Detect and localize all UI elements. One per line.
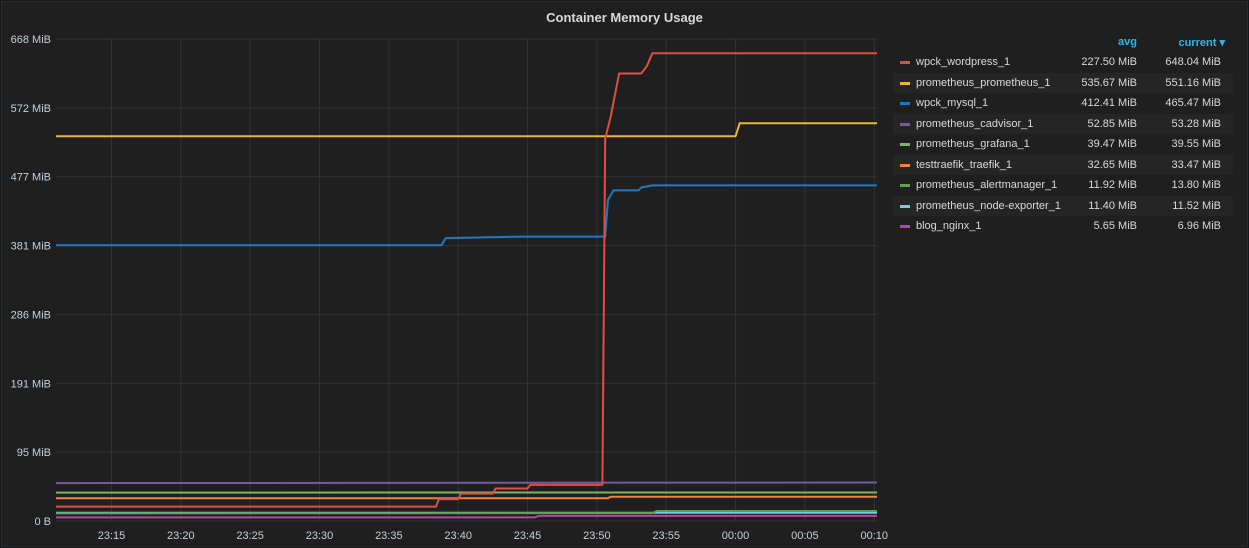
legend-avg-value: 227.50 MiB [1081, 56, 1137, 68]
sort-avg-header[interactable]: avg [1118, 36, 1137, 48]
legend-color-swatch[interactable] [900, 143, 910, 146]
legend-color-swatch[interactable] [900, 184, 910, 187]
legend-series-name[interactable]: prometheus_alertmanager_1 [916, 179, 1058, 191]
legend-avg-value: 5.65 MiB [1093, 220, 1137, 232]
legend-current-value: 33.47 MiB [1171, 158, 1221, 171]
legend-item[interactable]: prometheus_grafana_1 39.47 MiB 39.55 MiB [893, 134, 1233, 155]
series-line-prometheus_prometheus_1[interactable] [56, 122, 877, 138]
y-tick-label: 572 MiB [11, 103, 51, 115]
series-line-wpck_wordpress_1[interactable] [56, 52, 877, 508]
legend-color-swatch[interactable] [900, 61, 910, 64]
legend-current-value: 39.55 MiB [1171, 138, 1221, 150]
legend-header: avg current ▾ [893, 36, 1233, 52]
legend-color-swatch[interactable] [900, 225, 910, 228]
x-tick-label: 23:15 [98, 530, 126, 542]
x-tick-label: 00:05 [791, 530, 819, 542]
legend-avg-value: 52.85 MiB [1087, 117, 1137, 130]
legend-avg-value: 39.47 MiB [1087, 138, 1137, 150]
y-tick-label: 0 B [34, 516, 51, 528]
y-tick-label: 286 MiB [11, 309, 51, 321]
legend-current-value: 465.47 MiB [1165, 97, 1221, 109]
x-tick-label: 23:45 [514, 530, 542, 542]
legend-current-value: 53.28 MiB [1171, 117, 1221, 130]
legend-color-swatch[interactable] [900, 102, 910, 105]
legend-item[interactable]: blog_nginx_1 5.65 MiB 6.96 MiB [893, 216, 1233, 237]
legend-series-name[interactable]: wpck_mysql_1 [916, 97, 989, 109]
legend-avg-value: 412.41 MiB [1081, 97, 1137, 109]
legend-item[interactable]: prometheus_alertmanager_1 11.92 MiB 13.80 … [893, 175, 1233, 196]
legend-color-swatch[interactable] [900, 122, 910, 126]
series-line-prometheus_alertmanager_1[interactable] [55, 510, 877, 515]
legend-avg-value: 11.92 MiB [1088, 179, 1137, 191]
panel-title[interactable]: Container Memory Usage [546, 10, 703, 25]
y-tick-label: 477 MiB [11, 172, 51, 184]
x-tick-label: 23:40 [444, 530, 472, 542]
x-tick-label: 23:55 [652, 530, 680, 542]
legend-series-name[interactable]: prometheus_cadvisor_1 [916, 117, 1034, 130]
y-tick-label: 381 MiB [11, 241, 51, 253]
x-tick-label: 23:25 [236, 530, 264, 542]
legend-current-value: 648.04 MiB [1165, 56, 1221, 68]
legend-item[interactable]: wpck_wordpress_1 227.50 MiB 648.04 MiB [893, 52, 1233, 73]
legend-color-swatch[interactable] [900, 204, 910, 208]
x-tick-label: 23:35 [375, 530, 403, 542]
series-line-prometheus_cadvisor_1[interactable] [55, 481, 878, 485]
legend-item[interactable]: testtraefik_traefik_1 32.65 MiB 33.47 MiB [893, 154, 1233, 175]
legend-current-value: 6.96 MiB [1177, 220, 1221, 232]
sort-current-header[interactable]: current ▾ [1178, 37, 1225, 49]
legend-avg-value: 11.40 MiB [1088, 199, 1137, 212]
series-line-wpck_mysql_1[interactable] [56, 184, 877, 247]
x-tick-label: 23:30 [306, 530, 334, 542]
legend-table: avg current ▾ wpck_wordpress_1 227.50 MiB… [893, 36, 1233, 237]
y-tick-label: 191 MiB [11, 378, 51, 390]
legend-series-name[interactable]: blog_nginx_1 [916, 220, 982, 232]
legend-color-swatch[interactable] [900, 81, 910, 85]
x-tick-label: 23:50 [583, 530, 611, 542]
legend-rows: wpck_wordpress_1 227.50 MiB 648.04 MiB prom… [893, 52, 1233, 237]
legend-item[interactable]: prometheus_node-exporter_1 11.40 MiB 11.52… [893, 195, 1233, 216]
legend-current-value: 13.80 MiB [1171, 179, 1221, 191]
legend-current-value: 11.52 MiB [1172, 199, 1221, 212]
legend-series-name[interactable]: wpck_wordpress_1 [916, 56, 1011, 68]
legend-avg-value: 32.65 MiB [1087, 158, 1137, 171]
y-tick-label: 95 MiB [17, 447, 51, 459]
legend-series-name[interactable]: prometheus_node-exporter_1 [916, 199, 1061, 212]
legend-item[interactable]: prometheus_cadvisor_1 52.85 MiB 53.28 MiB [893, 113, 1233, 134]
legend-color-swatch[interactable] [900, 163, 910, 167]
x-tick-label: 00:00 [722, 530, 750, 542]
legend-item[interactable]: wpck_mysql_1 412.41 MiB 465.47 MiB [893, 93, 1233, 114]
series-line-blog_nginx_1[interactable] [56, 514, 877, 519]
series-line-testtraefik_traefik_1[interactable] [56, 495, 877, 500]
y-tick-label: 668 MiB [11, 34, 51, 46]
legend-current-value: 551.16 MiB [1165, 76, 1221, 89]
x-tick-label: 00:10 [860, 530, 888, 542]
legend-series-name[interactable]: prometheus_grafana_1 [916, 138, 1030, 150]
legend-avg-value: 535.67 MiB [1081, 76, 1137, 89]
legend-series-name[interactable]: testtraefik_traefik_1 [916, 158, 1012, 171]
legend-series-name[interactable]: prometheus_prometheus_1 [916, 76, 1051, 89]
legend-item[interactable]: prometheus_prometheus_1 535.67 MiB 551.16 … [893, 72, 1233, 93]
x-tick-label: 23:20 [167, 530, 195, 542]
